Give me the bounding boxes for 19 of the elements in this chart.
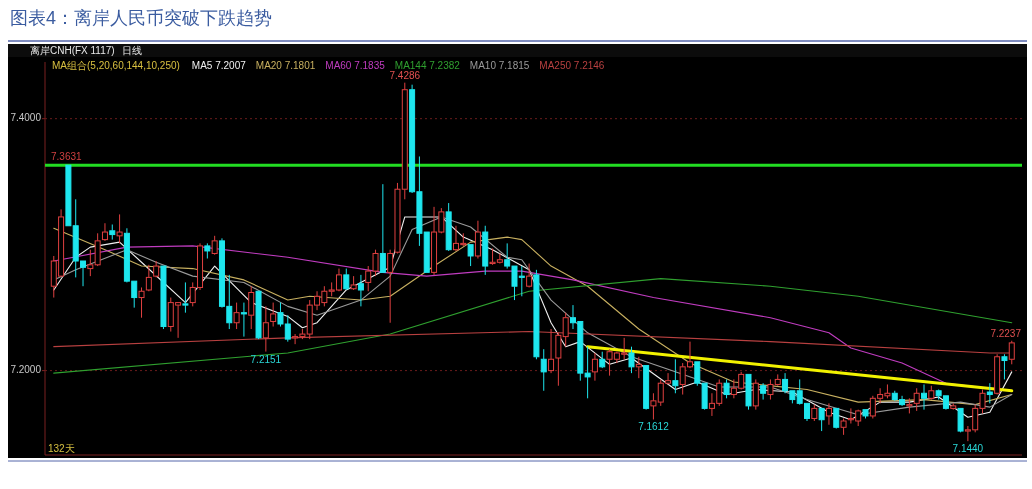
legend-item: MA250 7.2146 (539, 60, 605, 71)
title: 图表4：离岸人民币突破下跌趋势 (10, 8, 272, 28)
legend-item: MA144 7.2382 (394, 60, 460, 71)
y-tick-label: 7.4000 (10, 112, 42, 124)
legend-item: MA10 7.1815 (469, 60, 530, 71)
legend-item: MA20 7.1801 (255, 60, 316, 71)
annotation: 7.1440 (952, 443, 984, 455)
text: 日线 (122, 45, 142, 56)
annotation: 7.1612 (638, 421, 670, 433)
legend-item: MA60 7.1835 (325, 60, 385, 71)
ref-line-label: 7.3631 (51, 151, 83, 163)
annotation: 132天 (48, 443, 75, 454)
annotation: 7.4286 (389, 69, 421, 81)
text: 离岸CNH(FX 1117) (30, 45, 115, 56)
annotation: 7.2237 (990, 327, 1022, 339)
legend-item: MA5 7.2007 (191, 60, 246, 71)
y-tick-label: 7.2000 (10, 364, 42, 376)
annotation: MA组合(5,20,60,144,10,250) (52, 60, 180, 71)
annotation: 7.2151 (250, 353, 282, 365)
